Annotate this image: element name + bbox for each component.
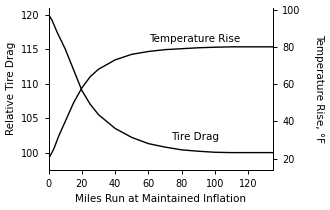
X-axis label: Miles Run at Maintained Inflation: Miles Run at Maintained Inflation — [75, 194, 247, 205]
Y-axis label: Relative Tire Drag: Relative Tire Drag — [6, 42, 16, 135]
Y-axis label: Temperature Rise, °F: Temperature Rise, °F — [314, 34, 324, 143]
Text: Tire Drag: Tire Drag — [171, 132, 219, 142]
Text: Temperature Rise: Temperature Rise — [149, 34, 241, 44]
